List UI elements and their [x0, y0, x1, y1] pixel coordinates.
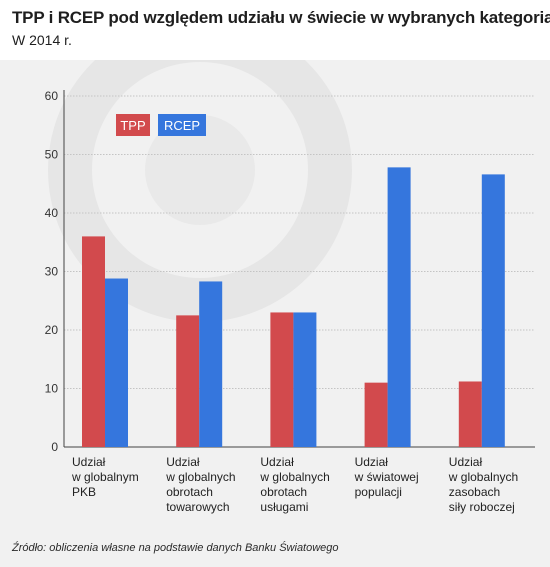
legend-label-rcep: RCEP	[164, 118, 200, 133]
legend-swatch-rcep	[158, 114, 206, 136]
bar-tpp-1	[82, 236, 105, 447]
y-tick-label: 30	[45, 265, 59, 279]
bar-tpp-3	[270, 312, 294, 447]
y-tick-label: 20	[45, 323, 59, 337]
legend-swatch-tpp	[116, 114, 150, 136]
x-category-label: Udział w globalnych obrotach towarowych	[165, 455, 235, 514]
y-tick-label: 60	[45, 89, 59, 103]
y-tick-label: 40	[45, 206, 59, 220]
bar-rcep-1	[105, 278, 128, 447]
bar-tpp-4	[364, 382, 388, 447]
bar-tpp-5	[458, 381, 482, 447]
bar-rcep-3	[293, 312, 317, 447]
chart-area: 0 10 20 30 40 50 60 Udział w globalnym PKB Udział…	[0, 60, 550, 567]
y-tick-label: 50	[45, 148, 59, 162]
x-category-label: Udział w globalnych zasobach siły roboczej	[448, 455, 518, 514]
legend-label-tpp: TPP	[120, 118, 145, 133]
x-category-label: Udział w globalnym PKB	[71, 455, 139, 499]
bar-rcep-5	[481, 174, 505, 447]
y-tick-label: 10	[45, 382, 59, 396]
bar-rcep-2	[199, 281, 223, 447]
source-note: Źródło: obliczenia własne na podstawie d…	[12, 542, 339, 554]
bar-tpp-2	[176, 315, 200, 447]
bar-chart: 0 10 20 30 40 50 60 Udział w globalnym PKB Udział…	[45, 60, 535, 514]
chart-title: TPP i RCEP pod względem udziału w świeci…	[12, 8, 550, 27]
x-category-label: Udział w globalnych obrotach usługami	[259, 455, 329, 514]
bar-rcep-4	[387, 167, 411, 447]
chart-subtitle: W 2014 r.	[12, 32, 72, 48]
x-category-label: Udział w światowej populacji	[354, 455, 419, 499]
chart-header: TPP i RCEP pod względem udziału w świeci…	[0, 0, 550, 60]
y-tick-label: 0	[51, 440, 58, 454]
